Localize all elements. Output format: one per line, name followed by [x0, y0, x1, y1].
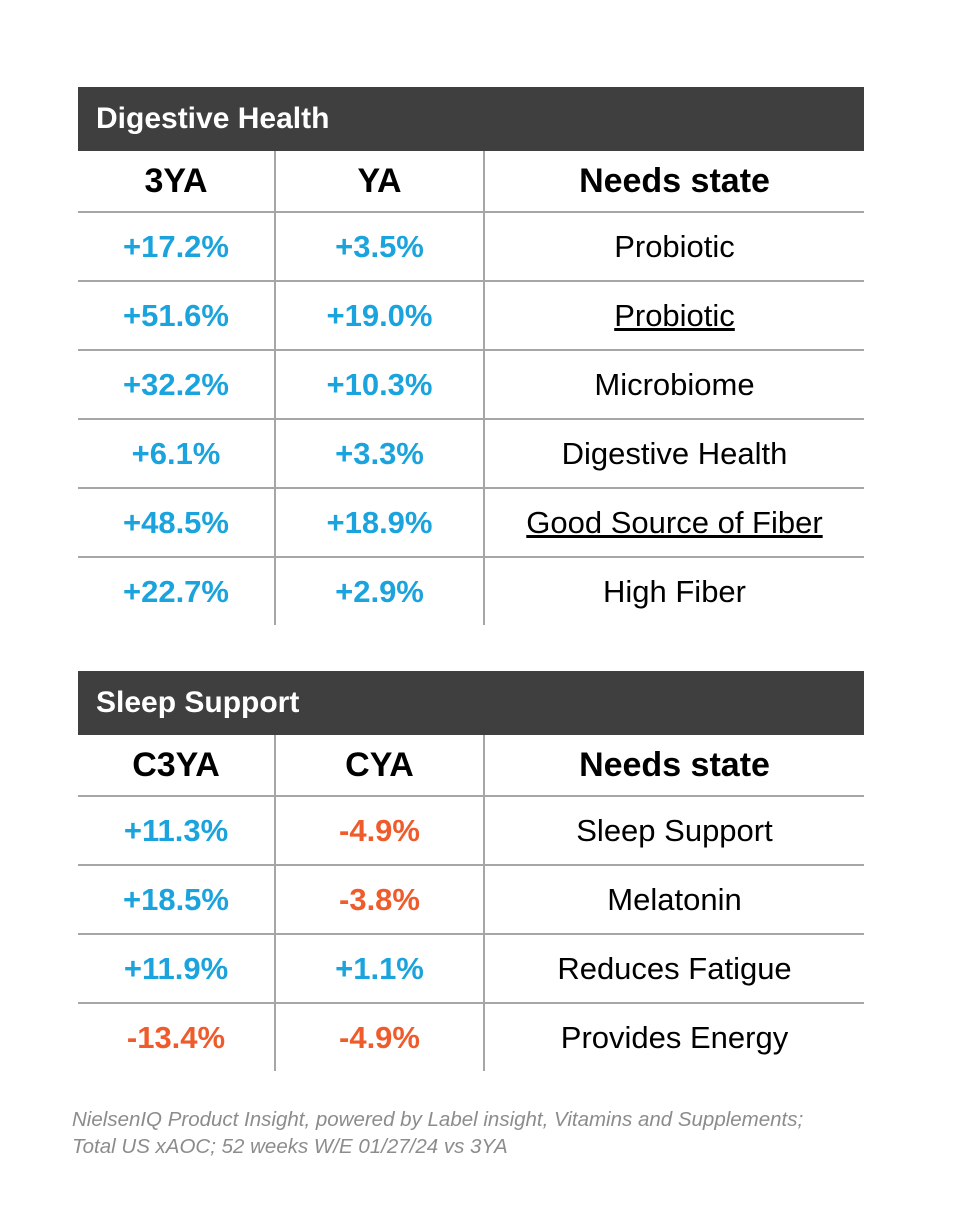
value-cya: -4.9% — [276, 797, 485, 864]
value-ya: +10.3% — [276, 351, 485, 418]
table-row: +22.7% +2.9% High Fiber — [78, 558, 864, 625]
table-row: +32.2% +10.3% Microbiome — [78, 351, 864, 420]
needs-state: High Fiber — [603, 573, 746, 609]
value-ya: +19.0% — [276, 282, 485, 349]
value-ya: +2.9% — [276, 558, 485, 625]
needs-state: Probiotic — [614, 228, 735, 264]
table-header-row: C3YA CYA Needs state — [78, 735, 864, 797]
column-header-ya: YA — [276, 151, 485, 211]
table-row: +17.2% +3.5% Probiotic — [78, 213, 864, 282]
section-title: Sleep Support — [78, 671, 864, 735]
source-footnote: NielsenIQ Product Insight, powered by La… — [72, 1106, 892, 1160]
table-row: +51.6% +19.0% Probiotic — [78, 282, 864, 351]
needs-state: Digestive Health — [561, 435, 788, 471]
needs-state: Melatonin — [607, 881, 742, 917]
value-3ya: +17.2% — [78, 213, 276, 280]
table-header-row: 3YA YA Needs state — [78, 151, 864, 213]
needs-state-link[interactable]: Probiotic — [614, 297, 735, 333]
column-header-3ya: 3YA — [78, 151, 276, 211]
column-header-needs-state: Needs state — [579, 745, 770, 784]
value-cya: -3.8% — [276, 866, 485, 933]
digestive-health-table: Digestive Health 3YA YA Needs state +17.… — [78, 87, 864, 625]
value-3ya: +6.1% — [78, 420, 276, 487]
value-c3ya: +11.9% — [78, 935, 276, 1002]
value-cya: +1.1% — [276, 935, 485, 1002]
value-3ya: +51.6% — [78, 282, 276, 349]
needs-state: Microbiome — [594, 366, 755, 402]
needs-state: Provides Energy — [560, 1019, 789, 1055]
footnote-line-1: NielsenIQ Product Insight, powered by La… — [72, 1108, 804, 1131]
section-title: Digestive Health — [78, 87, 864, 151]
table-row: +18.5% -3.8% Melatonin — [78, 866, 864, 935]
value-3ya: +22.7% — [78, 558, 276, 625]
footnote-line-2: Total US xAOC; 52 weeks W/E 01/27/24 vs … — [72, 1135, 508, 1158]
value-c3ya: -13.4% — [78, 1004, 276, 1071]
column-header-needs-state: Needs state — [579, 161, 770, 200]
table-row: +6.1% +3.3% Digestive Health — [78, 420, 864, 489]
column-header-c3ya: C3YA — [78, 735, 276, 795]
table-row: +11.3% -4.9% Sleep Support — [78, 797, 864, 866]
value-ya: +3.5% — [276, 213, 485, 280]
table-row: -13.4% -4.9% Provides Energy — [78, 1004, 864, 1071]
value-c3ya: +11.3% — [78, 797, 276, 864]
value-3ya: +48.5% — [78, 489, 276, 556]
value-ya: +3.3% — [276, 420, 485, 487]
needs-state: Sleep Support — [576, 812, 773, 848]
table-row: +11.9% +1.1% Reduces Fatigue — [78, 935, 864, 1004]
column-header-cya: CYA — [276, 735, 485, 795]
needs-state-link[interactable]: Good Source of Fiber — [526, 504, 823, 540]
needs-state: Reduces Fatigue — [557, 950, 792, 986]
table-row: +48.5% +18.9% Good Source of Fiber — [78, 489, 864, 558]
value-3ya: +32.2% — [78, 351, 276, 418]
value-cya: -4.9% — [276, 1004, 485, 1071]
sleep-support-table: Sleep Support C3YA CYA Needs state +11.3… — [78, 671, 864, 1071]
value-c3ya: +18.5% — [78, 866, 276, 933]
value-ya: +18.9% — [276, 489, 485, 556]
